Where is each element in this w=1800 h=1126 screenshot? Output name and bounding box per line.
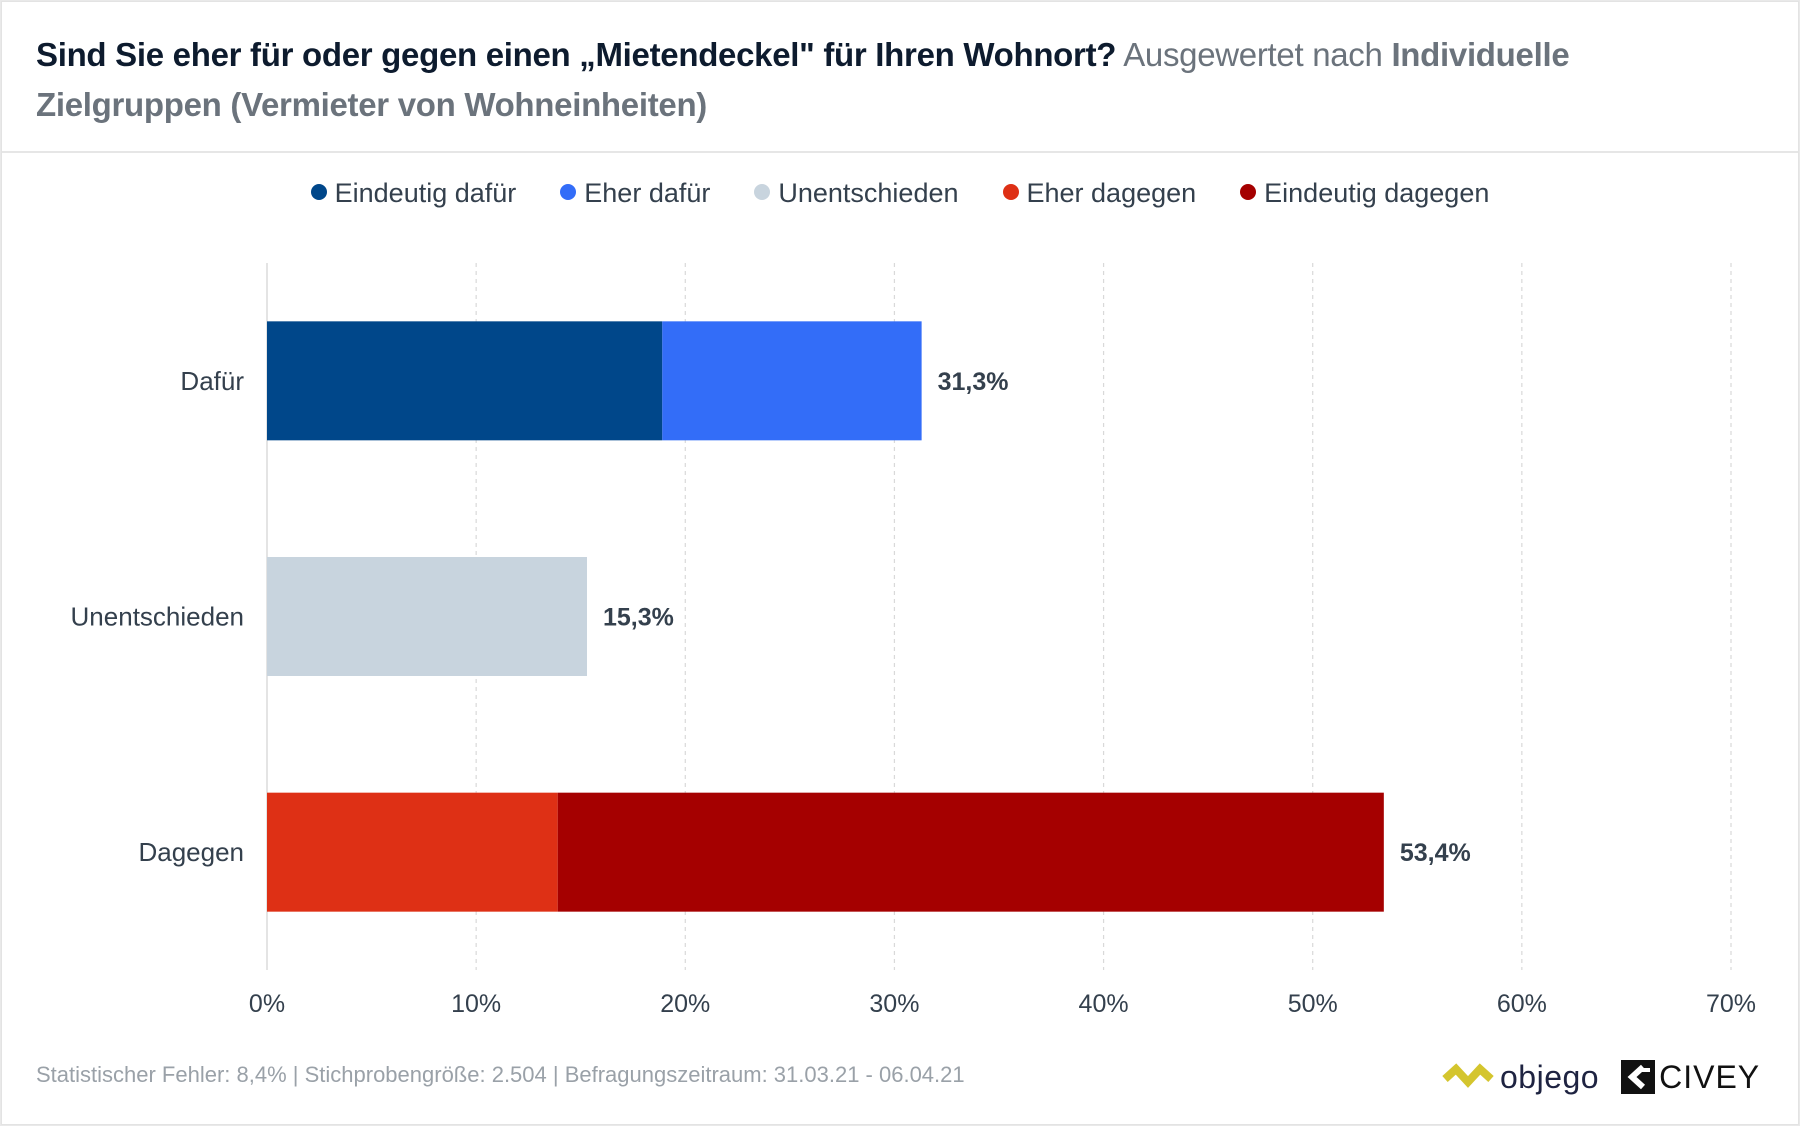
x-tick-label: 50% [1288,990,1338,1018]
value-label: 53,4% [1400,839,1471,867]
legend-label: Unentschieden [778,178,959,208]
subtitle-prefix: Ausgewertet nach [1123,36,1383,73]
legend-dot-icon [754,184,771,200]
x-tick-label: 10% [451,990,501,1018]
footer-stats: Statistischer Fehler: 8,4% | Stichproben… [36,1062,965,1087]
x-tick-label: 0% [249,990,285,1018]
bar-segment [267,792,558,912]
x-tick-label: 60% [1497,990,1547,1018]
chart-header: Sind Sie eher für oder gegen einen „Miet… [2,2,1798,153]
value-label: 15,3% [603,604,674,632]
legend-dot-icon [310,184,327,200]
x-tick-label: 70% [1706,990,1756,1018]
category-label: Dafür [180,366,244,396]
legend-dot-icon [560,184,577,200]
bar-segment [267,557,587,676]
footer-logos: objego CIVEY [1442,1054,1760,1100]
legend-label: Eher dagegen [1026,178,1197,208]
x-tick-label: 30% [869,990,919,1018]
legend-label: Eindeutig dagegen [1264,178,1490,208]
legend-item[interactable]: Eindeutig dafür [310,178,517,209]
chart-title: Sind Sie eher für oder gegen einen „Miet… [36,30,1736,130]
chart-legend: Eindeutig dafür Eher dafür Unentschieden Eh… [2,178,1798,209]
legend-item[interactable]: Eher dafür [560,178,710,209]
civey-logo: CIVEY [1621,1059,1760,1096]
legend-dot-icon [1002,184,1019,200]
legend-label: Eindeutig dafür [334,178,517,208]
bar-segment [557,792,1384,912]
legend-item[interactable]: Eindeutig dagegen [1240,178,1489,209]
civey-logo-icon [1621,1060,1656,1094]
x-tick-label: 20% [660,990,710,1018]
civey-logo-text: CIVEY [1659,1058,1761,1095]
bar-segment [662,321,922,441]
objego-logo-icon [1442,1063,1494,1088]
legend-item[interactable]: Eher dagegen [1002,178,1197,209]
objego-logo: objego [1442,1059,1599,1096]
objego-logo-text: objego [1500,1058,1600,1095]
legend-item[interactable]: Unentschieden [754,178,959,209]
legend-label: Eher dafür [584,178,711,208]
x-tick-label: 40% [1079,990,1129,1018]
category-label: Unentschieden [71,602,244,632]
category-label: Dagegen [138,837,244,867]
question-text: Sind Sie eher für oder gegen einen „Miet… [36,36,1117,73]
value-label: 31,3% [938,368,1009,396]
subtitle-group: Individuelle Zielgruppen (Vermieter von … [36,36,1570,123]
chart-plot: 0% 10% 20% 30% 40% 50% 60% 70% Dafür 31,3% Unentsc… [71,263,1756,1018]
bar-segment [267,321,663,441]
legend-dot-icon [1240,184,1257,200]
